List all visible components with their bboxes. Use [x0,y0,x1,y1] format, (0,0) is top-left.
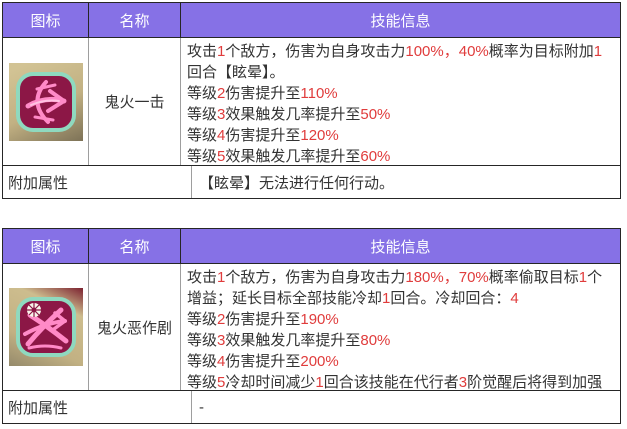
extra-attribute-content: - [192,391,620,423]
extra-attribute-label: 附加属性 [3,166,192,198]
skill-icon-cell [3,38,89,165]
text-line: 等级2伤害提升至190% [187,311,339,328]
table-header-row: 图标 名称 技能信息 [3,229,620,264]
skill-icon-backdrop [8,62,83,141]
header-cell-name: 名称 [89,3,181,37]
header-cell-icon: 图标 [3,3,89,37]
ghost-fire-prank-icon [15,297,76,357]
extra-attribute-row: 附加属性 【眩晕】无法进行任何行动。 [3,165,620,198]
skill-icon-cell [3,264,89,390]
text-line: 等级3效果触发几率提升至50% [187,106,391,123]
skill-info-cell: 攻击1个敌方，伤害为自身攻击力100%，40%概率为目标附加1回合【眩晕】。等级… [181,38,620,165]
text-line: 攻击1个敌方，伤害为自身攻击力100%，40%概率为目标附加1回合【眩晕】。 [187,43,603,81]
text-line: 【眩晕】无法进行任何行动。 [199,174,395,192]
extra-attribute-content: 【眩晕】无法进行任何行动。 [192,166,620,198]
text-line: 等级5冷却时间减少1回合该技能在代行者3阶觉醒后将得到加强 [187,374,603,391]
extra-attribute-row: 附加属性 - [3,390,620,423]
text-line: - [199,398,204,416]
text-line: 攻击1个敌方，伤害为自身攻击力180%，70%概率偷取目标1个增益；延长目标全部… [187,269,603,307]
skill-name: 鬼火一击 [89,38,181,165]
text-line: 等级4伤害提升至120% [187,127,339,144]
text-line: 等级3效果触发几率提升至80% [187,332,391,349]
skill-info-cell: 攻击1个敌方，伤害为自身攻击力180%，70%概率偷取目标1个增益；延长目标全部… [181,264,620,391]
ghost-fire-strike-icon [15,71,76,132]
text-line: 等级5效果触发几率提升至60% [187,148,391,165]
header-cell-skill-info: 技能信息 [370,238,431,256]
header-cell-skill-info: 技能信息 [370,12,431,30]
table-header-row: 图标 名称 技能信息 [3,3,620,38]
skill-table-ghost-fire-strike: 图标 名称 技能信息 鬼火一击 [2,2,621,199]
header-cell-icon: 图标 [3,229,89,263]
skill-row: 鬼火一击 攻击1个敌方，伤害为自身攻击力100%，40%概率为目标附加1回合【眩… [3,38,620,165]
skill-table-ghost-fire-prank: 图标 名称 技能信息 [2,228,621,424]
text-line: 等级2伤害提升至110% [187,85,338,102]
skill-row: 鬼火恶作剧 攻击1个敌方，伤害为自身攻击力180%，70%概率偷取目标1个增益；… [3,264,620,391]
skill-icon-backdrop [8,288,83,366]
extra-attribute-label: 附加属性 [3,391,192,423]
header-cell-name: 名称 [89,229,181,263]
skill-name: 鬼火恶作剧 [89,264,181,390]
pinwheel-flower-icon [26,303,41,317]
text-line: 等级4伤害提升至200% [187,353,339,370]
